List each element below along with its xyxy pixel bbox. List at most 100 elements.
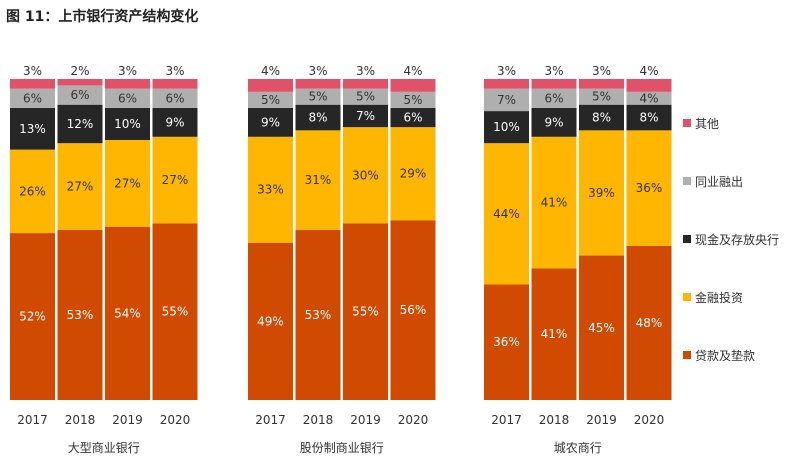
bar-segment-0-0-2 [10,107,55,150]
bar-segment-1-3-0 [390,220,436,400]
data-label: 3% [23,64,42,78]
bar-segment-0-2-1 [105,139,150,227]
bar-segment-2-2-3 [579,88,624,105]
data-label: 3% [308,64,327,78]
bar-segment-0-3-0 [152,223,198,400]
group-label: 城农商行 [554,440,602,455]
data-label: 27% [67,180,94,194]
x-tick-label: 2017 [17,413,48,427]
legend-label: 金融投资 [695,290,743,305]
data-label: 55% [162,305,189,319]
data-label: 6% [70,88,89,102]
bar-segment-0-2-2 [105,107,150,140]
data-label: 3% [544,64,563,78]
legend-label: 贷款及垫款 [695,348,755,363]
x-tick-label: 2019 [586,413,617,427]
data-label: 30% [352,168,379,182]
bar-segment-0-3-3 [152,88,198,108]
group-label: 股份制商业银行 [300,440,384,455]
legend-swatch [683,351,691,359]
bar-segment-2-3-1 [626,130,672,246]
bar-segment-2-0-4 [484,79,529,89]
data-label: 7% [497,93,516,107]
x-tick-label: 2020 [398,413,429,427]
data-label: 31% [305,173,332,187]
data-label: 6% [165,91,184,105]
bar-segment-2-2-2 [579,104,624,131]
data-label: 3% [165,64,184,78]
bar-segment-2-3-4 [626,79,672,92]
data-label: 5% [308,90,327,104]
data-label: 8% [592,111,611,125]
data-label: 6% [118,91,137,105]
data-label: 5% [592,90,611,104]
legend-swatch [683,177,691,185]
bar-segment-1-0-4 [248,79,293,92]
bar-segment-0-1-4 [57,79,103,86]
data-label: 3% [497,64,516,78]
bar-segment-0-2-3 [105,88,150,108]
bar-segment-1-2-0 [343,223,388,400]
data-label: 6% [23,91,42,105]
data-label: 29% [400,167,427,181]
bar-segment-1-3-1 [390,127,436,221]
bar-segment-2-1-2 [531,107,577,137]
data-label: 12% [67,117,94,131]
bar-segment-2-1-1 [531,136,577,269]
data-label: 8% [639,111,658,125]
data-label: 7% [356,109,375,123]
data-label: 4% [403,64,422,78]
bar-segment-1-3-4 [390,79,436,92]
bar-segment-2-2-4 [579,79,624,89]
bar-segment-1-2-4 [343,79,388,89]
data-label: 13% [19,122,46,136]
bar-segment-2-0-2 [484,111,529,144]
bar-segment-2-0-0 [484,284,529,400]
bar-segment-2-1-3 [531,88,577,108]
bar-segment-1-0-1 [248,136,293,243]
bar-segment-0-1-2 [57,104,103,144]
data-label: 53% [305,308,332,322]
data-label: 27% [114,176,141,190]
data-label: 4% [639,64,658,78]
bar-segment-0-0-4 [10,79,55,89]
bar-segment-1-0-2 [248,107,293,137]
data-label: 3% [356,64,375,78]
data-label: 9% [165,115,184,129]
legend-swatch [683,293,691,301]
bar-segment-2-1-4 [531,79,577,89]
bar-segment-2-3-0 [626,245,672,400]
bar-segment-0-1-1 [57,143,103,230]
bar-segment-2-3-3 [626,91,672,105]
data-label: 33% [257,183,284,197]
legend-swatch [683,119,691,127]
data-label: 5% [356,90,375,104]
data-label: 5% [261,93,280,107]
x-tick-label: 2019 [350,413,381,427]
data-label: 53% [67,308,94,322]
data-label: 2% [70,64,89,78]
bar-segment-1-1-3 [295,88,341,105]
data-label: 41% [541,327,568,341]
data-label: 10% [114,117,141,131]
bar-segment-1-1-0 [295,229,341,400]
data-label: 3% [592,64,611,78]
bar-segment-0-0-1 [10,149,55,234]
bar-segment-0-2-4 [105,79,150,89]
data-label: 9% [261,115,280,129]
data-label: 49% [257,314,284,328]
bar-segment-2-0-1 [484,143,529,285]
data-label: 55% [352,305,379,319]
data-label: 45% [588,321,615,335]
bar-segment-0-3-2 [152,107,198,137]
data-label: 4% [639,91,658,105]
legend-label: 现金及存放央行 [695,232,779,247]
x-tick-label: 2020 [634,413,665,427]
legend-swatch [683,235,691,243]
x-tick-label: 2020 [160,413,191,427]
bar-segment-1-0-0 [248,242,293,400]
bar-segment-2-2-1 [579,130,624,256]
bar-segment-1-2-1 [343,127,388,224]
bar-segment-1-1-4 [295,79,341,89]
